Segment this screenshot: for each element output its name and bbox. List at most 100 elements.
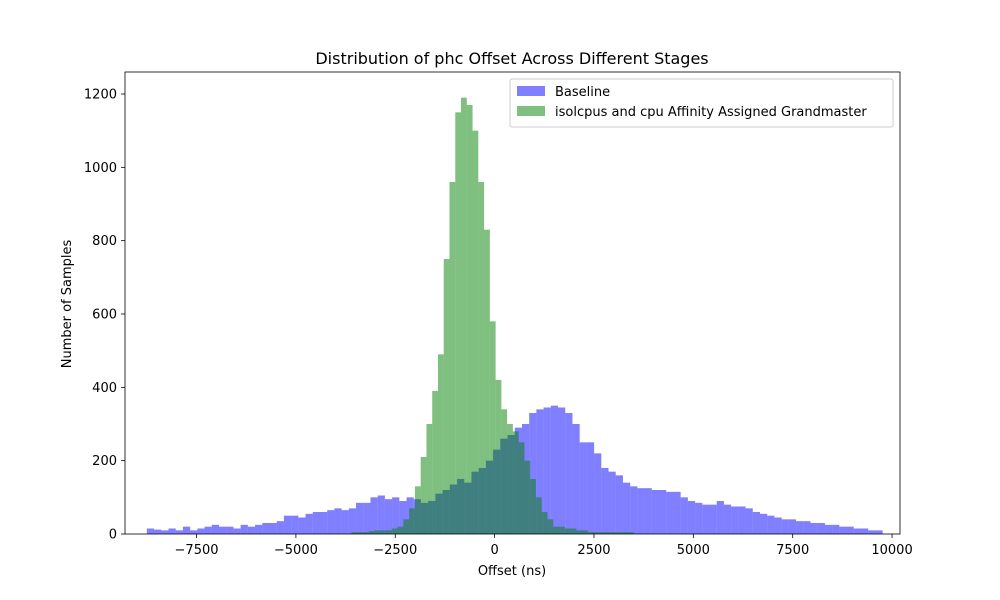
- bar: [709, 504, 717, 534]
- bar: [298, 517, 306, 534]
- bar: [666, 491, 674, 534]
- y-tick-label: 400: [92, 381, 117, 396]
- bar: [182, 526, 191, 534]
- bar: [403, 519, 410, 534]
- bar: [370, 497, 378, 534]
- bar: [695, 502, 703, 534]
- bar: [484, 229, 490, 534]
- y-tick-label: 0: [109, 528, 117, 543]
- bar: [550, 405, 559, 534]
- bar: [518, 442, 525, 534]
- bar: [572, 424, 580, 534]
- bar: [461, 97, 467, 535]
- bar: [357, 532, 364, 534]
- bar: [334, 508, 342, 534]
- bar: [437, 354, 444, 534]
- bar: [392, 497, 400, 534]
- bar: [363, 532, 369, 534]
- bar: [269, 523, 277, 534]
- bar: [745, 508, 753, 534]
- bar: [175, 530, 183, 534]
- bar: [558, 407, 566, 534]
- bar: [832, 524, 840, 534]
- x-tick-label: −7500: [175, 543, 219, 558]
- bar: [582, 530, 588, 534]
- bar: [154, 529, 162, 534]
- bar: [796, 521, 804, 534]
- bar: [351, 532, 358, 534]
- x-tick-label: 5000: [677, 543, 710, 558]
- x-tick-label: 10000: [871, 543, 912, 558]
- bar: [637, 488, 645, 534]
- bar: [587, 532, 594, 534]
- bar: [305, 513, 313, 534]
- bar: [673, 491, 681, 534]
- chart-title: Distribution of phc Offset Across Differ…: [315, 49, 708, 68]
- bar: [781, 519, 789, 534]
- bar: [161, 530, 169, 534]
- bar: [559, 526, 565, 534]
- bar: [255, 524, 263, 534]
- y-tick-label: 1000: [84, 161, 117, 176]
- x-tick-label: −5000: [274, 543, 318, 558]
- bar: [226, 526, 234, 534]
- bar: [767, 515, 775, 534]
- bar: [659, 490, 667, 534]
- bar: [687, 501, 696, 534]
- y-tick-label: 800: [92, 234, 117, 249]
- bar: [386, 530, 392, 534]
- legend-label: isolcpus and cpu Affinity Assigned Grand…: [555, 105, 867, 120]
- bar: [363, 502, 371, 534]
- bar: [146, 528, 155, 534]
- bar: [570, 528, 577, 534]
- bar: [738, 506, 746, 534]
- bar: [247, 526, 256, 534]
- bar: [319, 512, 328, 534]
- bar: [622, 532, 629, 534]
- bar: [530, 479, 536, 534]
- bar: [616, 532, 623, 534]
- bars-layer: [146, 97, 883, 535]
- legend: Baseline isolcpus and cpu Affinity Assign…: [509, 78, 894, 128]
- bar: [472, 130, 479, 534]
- legend-swatch: [517, 86, 545, 96]
- bar: [576, 530, 583, 534]
- bar: [615, 475, 623, 534]
- bar: [168, 528, 176, 534]
- bar: [810, 523, 818, 534]
- bar: [399, 501, 407, 534]
- bar: [426, 424, 433, 534]
- bar: [449, 182, 456, 534]
- bar: [291, 515, 299, 534]
- bar: [752, 512, 761, 534]
- bar: [455, 112, 462, 534]
- bar: [507, 424, 513, 534]
- bar: [651, 490, 660, 534]
- bar: [547, 519, 554, 534]
- y-axis-label: Number of Samples: [60, 240, 75, 369]
- legend-swatch: [517, 106, 545, 116]
- bar: [512, 431, 519, 534]
- bar: [630, 486, 638, 534]
- bar: [788, 519, 797, 534]
- bar: [536, 409, 544, 534]
- bar: [846, 526, 854, 534]
- bar: [204, 526, 212, 534]
- bar: [197, 528, 205, 534]
- bar: [409, 508, 415, 534]
- bar: [414, 486, 421, 534]
- bar: [384, 499, 393, 534]
- bar: [731, 506, 739, 534]
- legend-box: [509, 78, 894, 128]
- bar: [466, 105, 473, 534]
- bar: [553, 526, 559, 534]
- bar: [839, 526, 847, 534]
- bar: [774, 517, 782, 534]
- bar: [803, 521, 811, 534]
- bar: [312, 512, 320, 534]
- plot-frame: [124, 71, 901, 535]
- bar: [824, 524, 833, 534]
- bar: [622, 482, 631, 534]
- bar: [380, 530, 387, 534]
- bar: [541, 512, 548, 534]
